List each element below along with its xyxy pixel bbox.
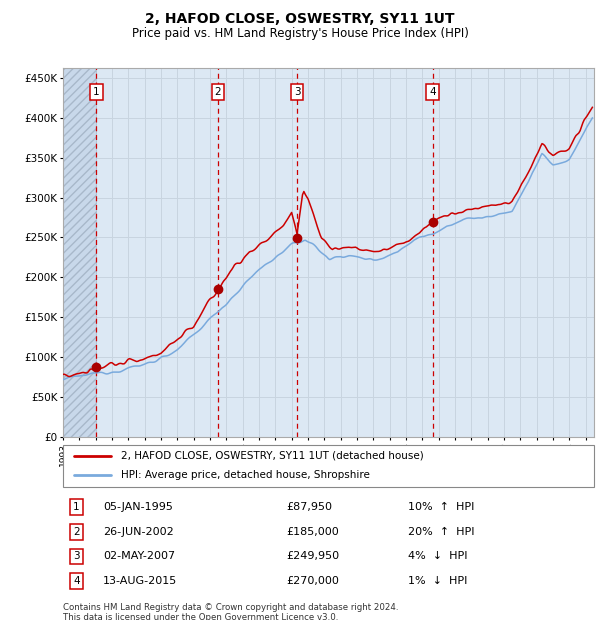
Text: 1: 1 [73, 502, 80, 512]
Text: 02-MAY-2007: 02-MAY-2007 [103, 551, 175, 562]
Text: 2, HAFOD CLOSE, OSWESTRY, SY11 1UT: 2, HAFOD CLOSE, OSWESTRY, SY11 1UT [145, 12, 455, 27]
Text: Price paid vs. HM Land Registry's House Price Index (HPI): Price paid vs. HM Land Registry's House … [131, 27, 469, 40]
Text: £185,000: £185,000 [286, 527, 339, 537]
Text: 4: 4 [73, 576, 80, 586]
Text: HPI: Average price, detached house, Shropshire: HPI: Average price, detached house, Shro… [121, 471, 370, 480]
Text: Contains HM Land Registry data © Crown copyright and database right 2024.
This d: Contains HM Land Registry data © Crown c… [63, 603, 398, 620]
Text: 10%  ↑  HPI: 10% ↑ HPI [408, 502, 475, 512]
Text: 05-JAN-1995: 05-JAN-1995 [103, 502, 173, 512]
Text: £87,950: £87,950 [286, 502, 332, 512]
Bar [63, 68, 97, 437]
Text: 2: 2 [73, 527, 80, 537]
Text: 13-AUG-2015: 13-AUG-2015 [103, 576, 177, 586]
Text: £270,000: £270,000 [286, 576, 339, 586]
Text: 2, HAFOD CLOSE, OSWESTRY, SY11 1UT (detached house): 2, HAFOD CLOSE, OSWESTRY, SY11 1UT (deta… [121, 451, 424, 461]
Text: £249,950: £249,950 [286, 551, 339, 562]
Text: 1%  ↓  HPI: 1% ↓ HPI [408, 576, 467, 586]
Text: 20%  ↑  HPI: 20% ↑ HPI [408, 527, 475, 537]
Text: 4%  ↓  HPI: 4% ↓ HPI [408, 551, 467, 562]
Text: 1: 1 [93, 87, 100, 97]
Text: 3: 3 [73, 551, 80, 562]
Text: 2: 2 [215, 87, 221, 97]
FancyBboxPatch shape [63, 445, 594, 487]
Text: 26-JUN-2002: 26-JUN-2002 [103, 527, 173, 537]
Text: 4: 4 [429, 87, 436, 97]
Text: 3: 3 [294, 87, 301, 97]
